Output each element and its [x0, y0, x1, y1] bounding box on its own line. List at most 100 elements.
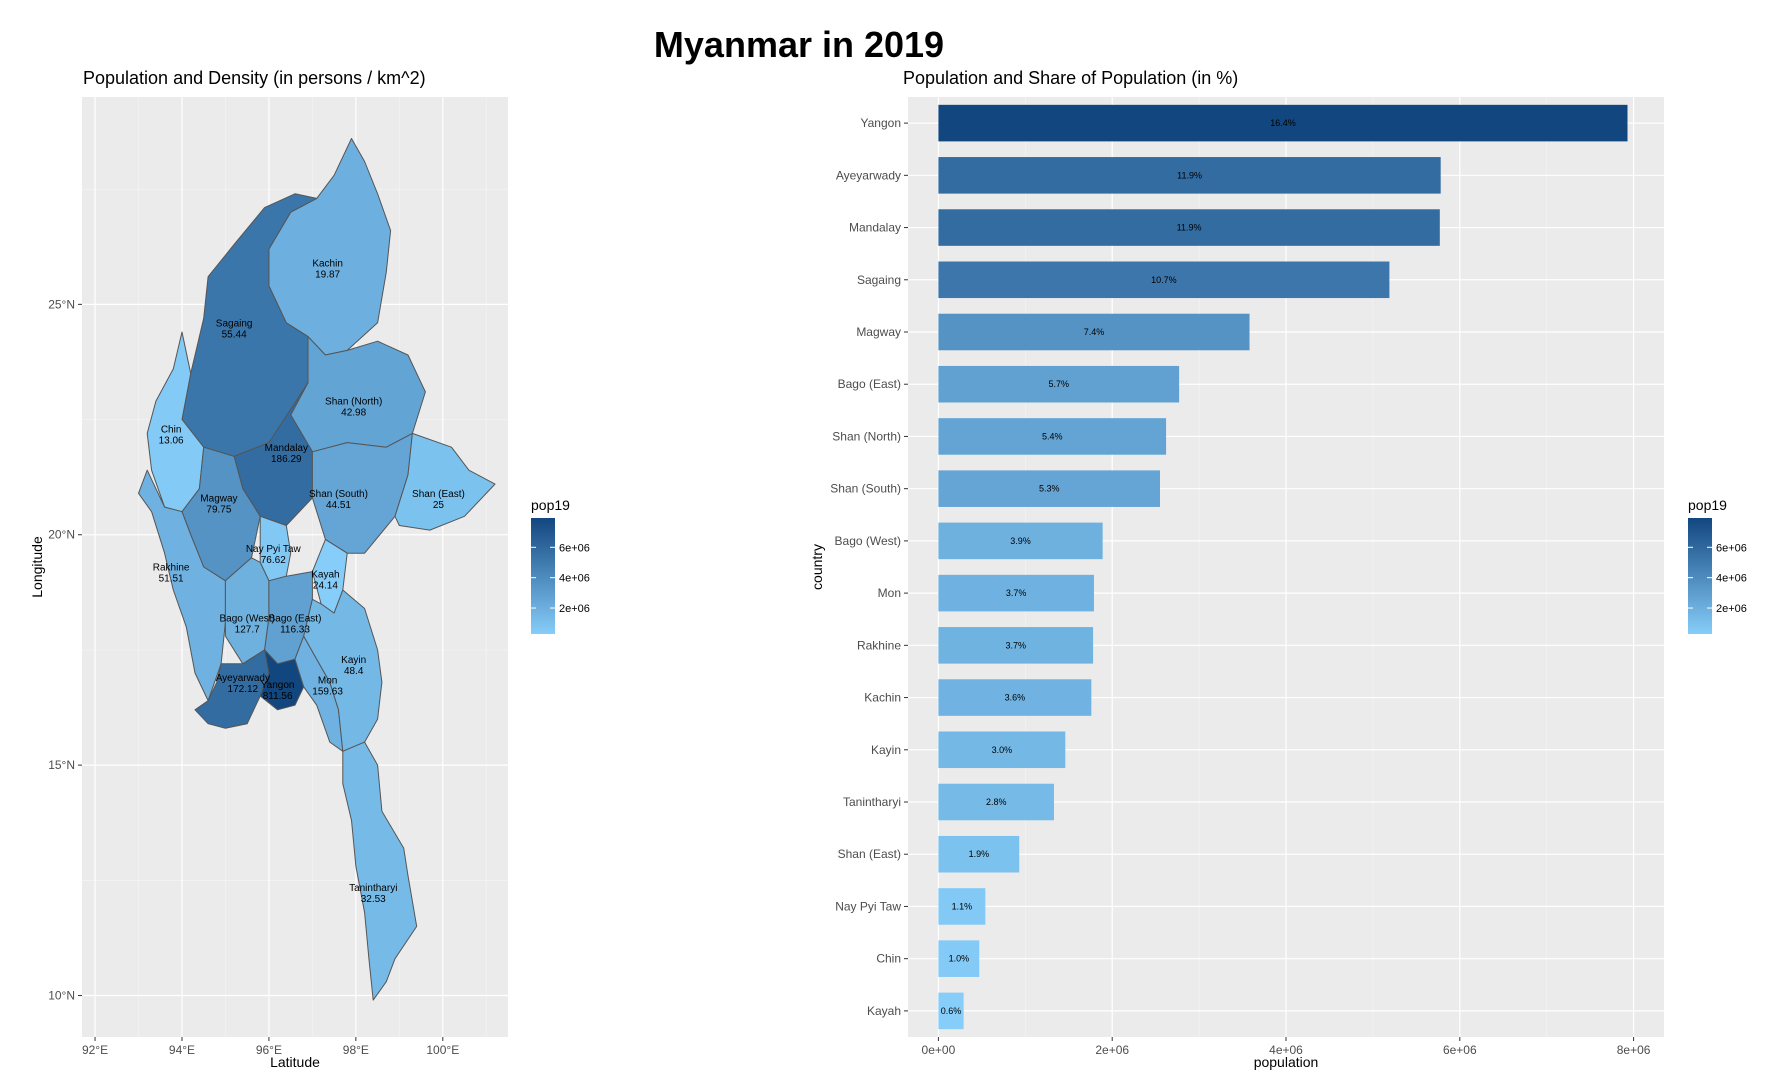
bar-x-tick-label: 4e+06: [1269, 1043, 1303, 1057]
bar-bago-west: [938, 522, 1103, 560]
bar-share-label: 10.7%: [1151, 275, 1177, 285]
map-region-density: 42.98: [341, 408, 366, 419]
map-x-tick-label: 96°E: [256, 1043, 282, 1057]
bar-share-label: 7.4%: [1084, 327, 1105, 337]
bar-magway: [938, 313, 1250, 351]
bar-share-label: 5.7%: [1049, 379, 1070, 389]
bar-legend-title: pop19: [1688, 497, 1727, 513]
bar-share-label: 1.0%: [949, 954, 970, 964]
bar-x-tick-label: 0e+00: [922, 1043, 956, 1057]
map-region-name: Rakhine: [153, 563, 190, 574]
bar-share-label: 3.7%: [1006, 588, 1027, 598]
map-region-density: 48.4: [344, 666, 364, 677]
legend-tick-label: 4e+06: [1716, 573, 1747, 585]
map-legend-ticks: 2e+06 4e+06 6e+06: [531, 542, 590, 615]
map-region-name: Mon: [318, 676, 337, 687]
bar-x-tick-label: 2e+06: [1095, 1043, 1129, 1057]
map-axis-ticks: 92°E 94°E 96°E 98°E 100°E 10°N 15°N 20°N 25°N: [48, 297, 459, 1057]
map-region-density: 172.12: [228, 684, 259, 695]
map-region-density: 19.87: [315, 269, 340, 280]
bar-yangon: [938, 104, 1628, 142]
bar-share-label: 3.6%: [1005, 693, 1026, 703]
map-panel: Population and Density (in persons / km^…: [29, 68, 590, 1070]
map-region-density: 44.51: [326, 500, 351, 511]
bar-x-axis-label: population: [1254, 1054, 1319, 1070]
bar-category-label: Mandalay: [849, 221, 901, 235]
map-region-yangon: [259, 649, 305, 711]
bar-category-label: Rakhine: [857, 638, 901, 652]
map-region-name: Nay Pyi Taw: [246, 544, 302, 555]
bar-kayah: [938, 992, 964, 1030]
map-region-density: 13.06: [159, 435, 184, 446]
bar-x-tick-label: 6e+06: [1443, 1043, 1477, 1057]
bar-shan-north: [938, 418, 1167, 455]
map-region-density: 55.44: [222, 329, 247, 340]
map-legend-title: pop19: [531, 497, 570, 513]
bar-kachin: [938, 679, 1092, 716]
bar-y-axis-label: country: [809, 544, 825, 590]
bar-category-label: Shan (North): [832, 429, 901, 443]
map-region-name: Kayah: [311, 570, 339, 581]
map-region-name: Tanintharyi: [349, 883, 397, 894]
legend-tick-label: 2e+06: [559, 603, 590, 615]
bar-category-label: Shan (East): [838, 847, 901, 861]
bar-shan-south: [938, 470, 1160, 507]
map-region-density: 76.62: [261, 555, 286, 566]
bar-category-label: Kachin: [864, 691, 901, 705]
bar-legend: pop19 2e+06 4e+06 6e+06: [1688, 497, 1747, 634]
map-region-density: 32.53: [361, 894, 386, 905]
bar-share-label: 11.9%: [1177, 223, 1202, 233]
map-region-name: Chin: [161, 424, 182, 435]
bar-share-label: 5.4%: [1042, 431, 1063, 441]
map-region-density: 51.51: [159, 574, 184, 585]
map-y-tick-label: 20°N: [48, 528, 75, 542]
bar-category-label: Tanintharyi: [843, 795, 901, 809]
bar-category-label: Bago (East): [838, 377, 901, 391]
bar-series: 16.4% 11.9% 11.9% 10.7% 7.4% 5.7% 5.4% 5.3% 3.9%…: [938, 104, 1628, 1030]
bar-share-label: 3.9%: [1010, 536, 1031, 546]
legend-tick-label: 6e+06: [559, 542, 590, 554]
map-region-rakhine: [138, 469, 226, 702]
map-region-density: 79.75: [206, 504, 231, 515]
bar-legend-ticks: 2e+06 4e+06 6e+06: [1688, 542, 1747, 615]
map-region-density: 116.33: [280, 624, 310, 635]
map-region-density: 127.7: [235, 624, 260, 635]
bar-category-label: Kayin: [871, 743, 901, 757]
bar-category-label: Mon: [878, 586, 901, 600]
bar-category-label: Chin: [876, 952, 901, 966]
bar-category-label: Bago (West): [835, 534, 901, 548]
legend-tick-label: 6e+06: [1716, 542, 1747, 554]
bar-share-label: 16.4%: [1270, 118, 1296, 128]
figure-title: Myanmar in 2019: [654, 24, 944, 65]
map-region-name: Yangon: [261, 680, 295, 691]
bar-nay-pyi-taw: [938, 888, 986, 925]
bar-axis-ticks: 0e+00 2e+06 4e+06 6e+06 8e+06 Yangon Ayeyarwad…: [830, 116, 1650, 1057]
bar-share-label: 1.1%: [952, 901, 973, 911]
map-region-ayeyarwady: [194, 649, 270, 729]
bar-mon: [938, 574, 1094, 612]
bar-title: Population and Share of Population (in %…: [903, 68, 1238, 88]
map-x-tick-label: 92°E: [82, 1043, 108, 1057]
bar-category-label: Sagaing: [857, 273, 901, 287]
bar-category-label: Shan (South): [830, 482, 901, 496]
bar-category-label: Nay Pyi Taw: [835, 899, 901, 913]
bar-bago-east: [938, 365, 1180, 403]
bar-share-label: 11.9%: [1177, 170, 1202, 180]
map-region-name: Ayeyarwady: [216, 673, 270, 684]
map-region-density: 25: [433, 500, 445, 511]
map-y-tick-label: 25°N: [48, 297, 75, 311]
map-region-name: Shan (North): [325, 397, 382, 408]
bar-legend-colorbar: [1688, 518, 1712, 634]
map-region-name: Mandalay: [265, 443, 308, 454]
map-region-shan-east: [394, 432, 496, 531]
bar-category-label: Magway: [856, 325, 901, 339]
bar-panel: Population and Share of Population (in %…: [809, 68, 1747, 1070]
map-region-name: Sagaing: [216, 318, 253, 329]
legend-tick-label: 2e+06: [1716, 603, 1747, 615]
bar-share-label: 5.3%: [1039, 484, 1060, 494]
bar-rakhine: [938, 627, 1094, 664]
map-region-density: 159.63: [312, 687, 343, 698]
map-y-axis-label: Longitude: [29, 536, 45, 598]
